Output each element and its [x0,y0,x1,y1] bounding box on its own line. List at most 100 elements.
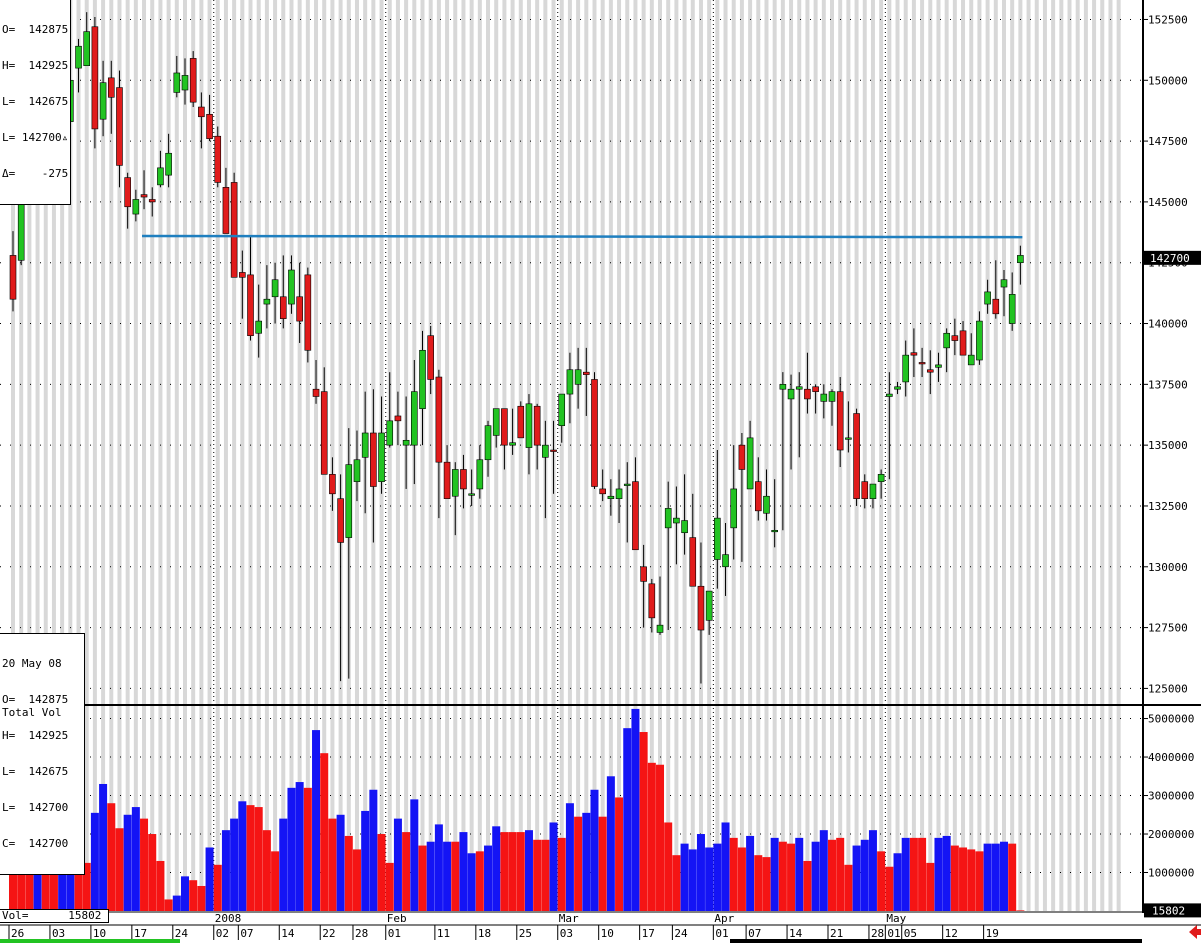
date-tick-label: 10 [601,927,614,940]
volume-bar [557,837,566,911]
volume-bar [426,841,435,911]
candle-body [599,488,606,495]
candle-body [754,481,762,512]
candle-body [869,483,877,499]
volume-bar [959,847,968,911]
date-tick-label: 05 [904,927,917,940]
price-tick-label: 130000 [1148,561,1188,574]
background-stripe [1018,0,1023,911]
candle-body [664,508,672,529]
candle-body [411,391,418,446]
candle-body [542,444,549,458]
candle-body [345,464,353,538]
background-stripe [158,0,163,911]
background-stripe [567,0,572,911]
date-tick-label: 12 [945,927,958,940]
candle-body [91,26,99,130]
volume-bar [844,864,853,911]
background-stripe [494,0,499,911]
background-stripe [191,0,196,911]
background-stripe [625,0,630,911]
background-stripe [1116,0,1121,911]
candle-body [926,369,934,373]
candle-body [771,529,778,533]
info-ohlc-box: 20 May 08 O= 142875 H= 142925 L= 142675 … [0,633,85,875]
volume-bar [459,832,468,911]
date-tick-label: 17 [642,927,655,940]
candle-body [566,369,574,395]
background-stripe [43,0,48,911]
volume-bar [672,855,681,911]
date-tick-label: 02 [216,927,229,940]
period-label: Apr [714,912,734,925]
background-stripe [76,0,81,911]
candle-body [353,459,361,482]
volume-bar [271,851,280,911]
candle-body [492,408,500,436]
background-stripe [19,0,24,911]
volume-bar [590,789,599,911]
background-stripe [690,0,695,911]
volume-bar [623,728,632,911]
background-stripe [617,0,622,911]
candle-body [787,388,795,400]
background-stripe [977,0,982,911]
candle-body [697,585,705,631]
candle-body [795,386,803,390]
candle-body [714,517,721,560]
volume-bar [393,818,402,911]
last-volume-label: 15802 [1152,904,1185,917]
background-stripe [608,0,613,911]
candle-body [165,152,172,176]
price-tick-label: 147500 [1148,135,1188,148]
volume-bar [99,783,108,911]
volume-bar [533,839,542,911]
background-stripe [256,0,261,911]
volume-bar [999,841,1008,911]
background-stripe [985,0,990,911]
candle-body [656,624,664,633]
volume-tick-label: 4000000 [1148,751,1194,764]
volume-bar [1016,910,1025,911]
candle-body [877,474,885,482]
volume-bar [475,851,484,911]
volume-bar [197,885,206,911]
candle-body [222,187,230,234]
price-tick-label: 140000 [1148,318,1188,331]
background-stripe [952,0,957,911]
volume-bar [238,801,247,911]
volume-bar [656,764,665,911]
volume-bar [500,832,509,911]
candle-body [804,388,811,400]
candle-body [812,386,819,392]
candle-body [99,82,107,120]
price-tick-label: 137500 [1148,378,1188,391]
background-stripe [764,0,769,911]
volume-bar [819,830,828,911]
candle-body [140,194,148,198]
candle-body [9,255,17,300]
price-tick-label: 132500 [1148,500,1188,513]
scroll-range-strip [730,939,1142,943]
volume-bar [574,816,583,911]
date-tick-label: 17 [134,927,147,940]
candle-body [632,481,639,551]
background-stripe [1034,0,1039,911]
background-stripe [723,0,728,911]
candle-body [189,58,197,103]
header-line: H= 142925 [2,59,69,72]
candle-body [312,388,320,397]
candle-layer [9,12,1024,684]
volume-bar [361,810,370,911]
volume-bar [721,822,730,911]
volume-bar [74,860,83,911]
period-label: Feb [387,912,407,925]
background-stripe [60,0,65,911]
volume-bar [467,853,476,911]
background-stripe [772,0,777,911]
candle-body [329,474,336,495]
volume-bar [352,849,361,911]
candle-body [525,403,533,448]
volume-bar [795,837,804,911]
